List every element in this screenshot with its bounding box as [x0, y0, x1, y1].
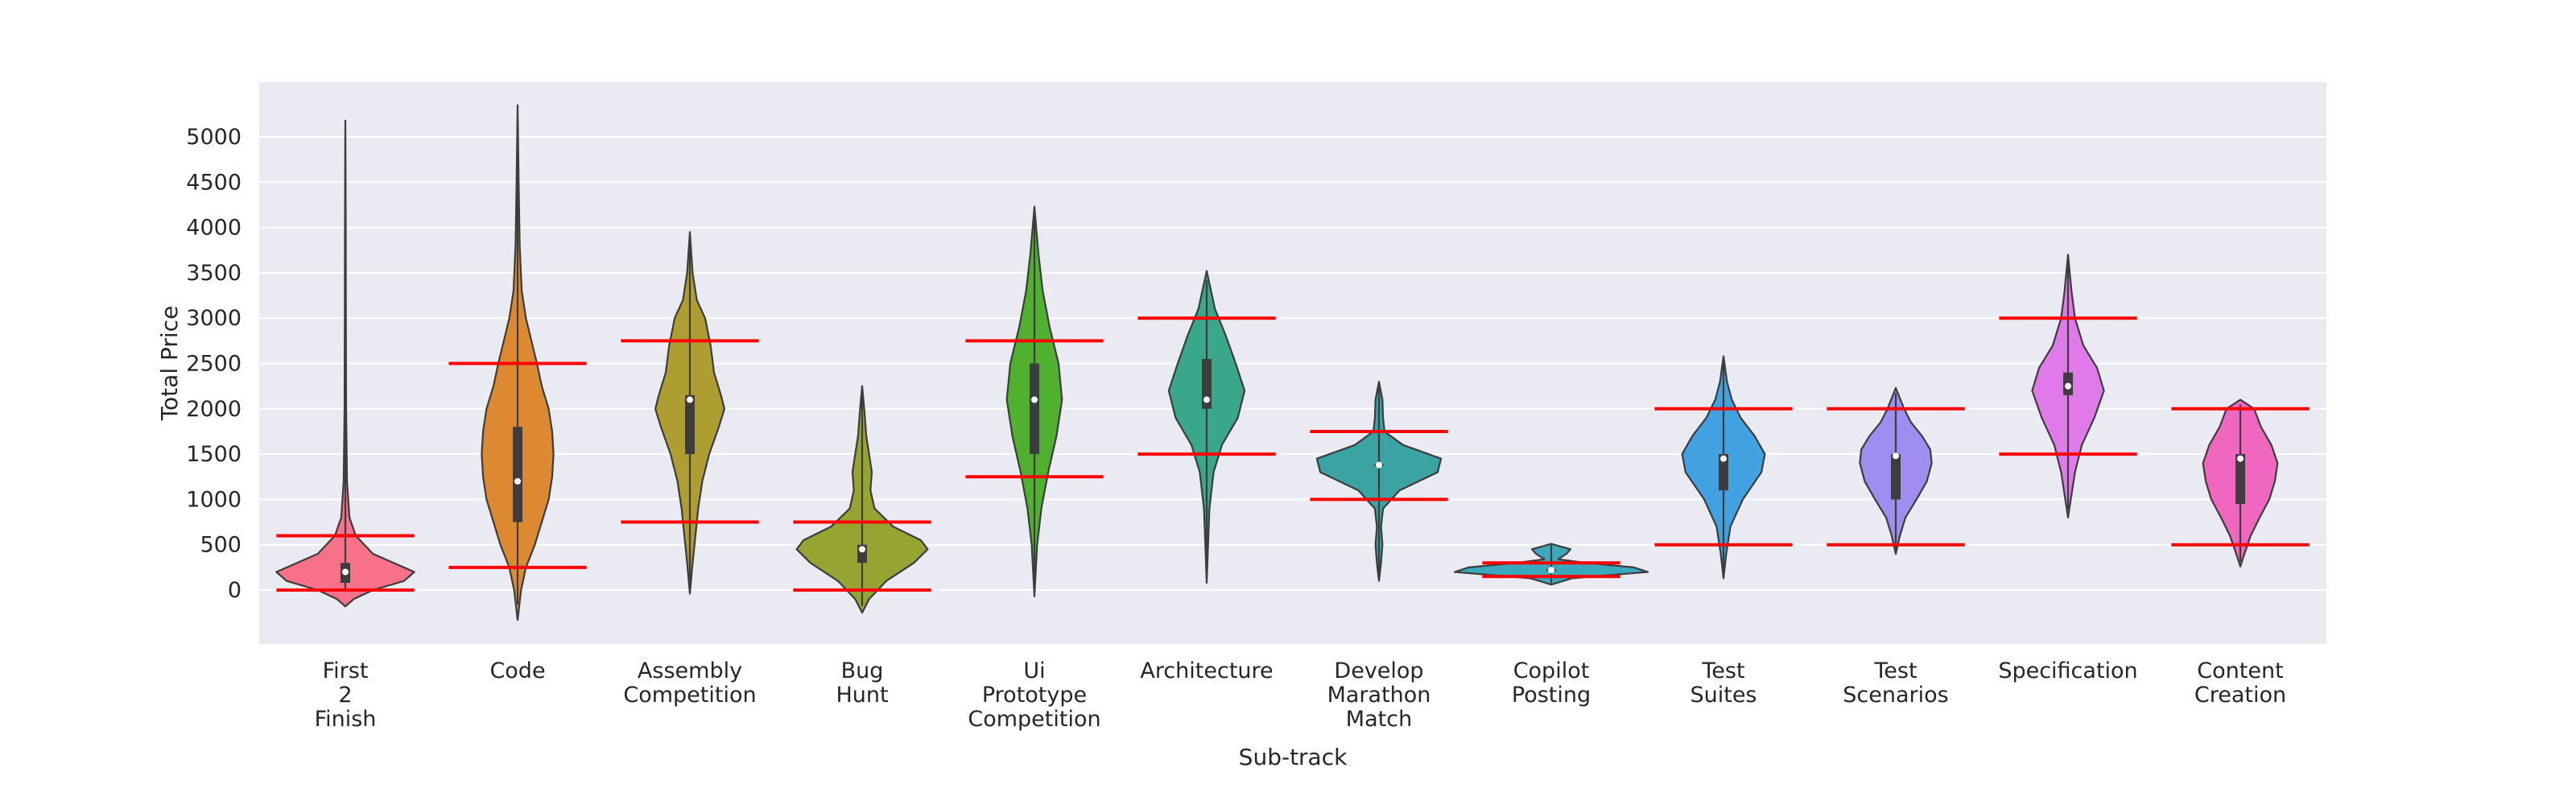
x-tick-label: Ui Prototype Competition	[968, 658, 1100, 732]
violin-group	[965, 205, 1104, 597]
violin-median-dot	[1720, 455, 1727, 462]
x-tick-label: First 2 Finish	[315, 658, 377, 732]
x-tick-label: Specification	[1998, 658, 2137, 683]
violin-group	[1137, 270, 1276, 584]
violin-median-dot	[859, 546, 865, 553]
x-tick-label: Copilot Posting	[1512, 658, 1591, 708]
y-axis-label: Total Price	[156, 306, 183, 422]
x-tick-label: Develop Marathon Match	[1327, 658, 1431, 732]
violin-median-dot	[687, 396, 693, 403]
violin-iqr-box	[1891, 454, 1901, 500]
violin-group	[1453, 543, 1649, 586]
x-tick-labels: First 2 Finish Code Assembly Competition Bug Hu…	[315, 658, 2287, 732]
violin-iqr-box	[513, 427, 522, 522]
violin-median-dot	[1376, 461, 1382, 469]
violin-group	[1999, 254, 2137, 518]
violin-median-dot	[2065, 382, 2071, 390]
y-tick-label: 2500	[186, 352, 242, 377]
violin-group	[1654, 355, 1793, 580]
y-tick-label: 1000	[186, 487, 242, 512]
y-tick-label: 4000	[186, 216, 242, 241]
violin-iqr-box	[1719, 454, 1728, 491]
y-tick-label: 3500	[186, 261, 242, 286]
violin-group	[621, 231, 759, 595]
x-tick-label: Test Suites	[1690, 658, 1757, 708]
y-tick-labels: 0 500 1000 1500 2000 2500 3000 3500 4000 4500 5000	[186, 125, 242, 603]
violin-group	[2171, 398, 2310, 568]
violin-group	[793, 385, 931, 614]
x-tick-label: Architecture	[1140, 658, 1273, 683]
violin-median-dot	[1203, 396, 1210, 403]
x-tick-label: Content Creation	[2194, 658, 2286, 708]
y-tick-label: 4500	[186, 170, 242, 195]
violin-group	[448, 104, 587, 621]
x-tick-label: Code	[489, 658, 545, 683]
grid-lines	[259, 136, 2326, 591]
y-tick-label: 5000	[186, 125, 242, 150]
violin-iqr-box	[685, 394, 695, 455]
violin-group	[275, 119, 415, 608]
y-tick-label: 3000	[186, 306, 242, 331]
violin-iqr-box	[1202, 358, 1212, 409]
y-tick-label: 0	[228, 578, 242, 603]
violin-median-dot	[1893, 452, 1899, 460]
violins	[275, 104, 2310, 621]
x-axis-label: Sub-track	[1239, 744, 1348, 770]
violin-group	[1310, 380, 1448, 582]
violin-median-dot	[514, 477, 521, 485]
y-tick-label: 500	[200, 533, 242, 558]
violin-median-dot	[342, 568, 349, 576]
x-tick-label: Assembly Competition	[623, 658, 756, 708]
violin-iqr-box	[1030, 363, 1039, 455]
violin-iqr-box	[2235, 454, 2245, 505]
violin-median-dot	[2237, 455, 2244, 462]
y-tick-label: 1500	[186, 442, 242, 467]
violin-median-dot	[1548, 567, 1554, 574]
violin-median-dot	[1031, 396, 1038, 403]
x-tick-label: Test Scenarios	[1843, 658, 1948, 708]
x-tick-label: Bug Hunt	[836, 658, 888, 708]
y-tick-label: 2000	[186, 397, 242, 422]
violin-group	[1827, 386, 1965, 555]
